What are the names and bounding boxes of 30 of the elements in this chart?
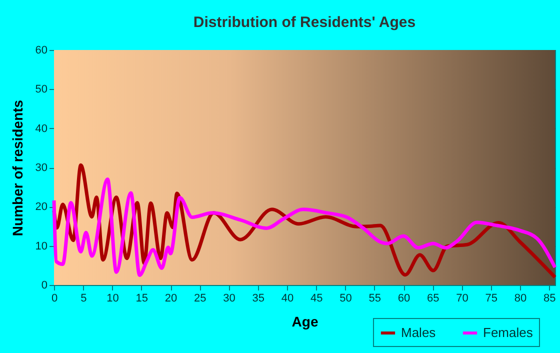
legend-label: Females [483,325,534,340]
x-tick-label: 10 [106,292,119,304]
x-tick-label: 80 [514,292,527,304]
x-tick-label: 25 [194,292,206,304]
y-tick-label: 60 [35,44,48,56]
x-tick-label: 5 [80,292,87,304]
x-tick-label: 20 [164,292,178,304]
y-tick-label: 0 [41,280,48,292]
x-tick-label: 65 [427,292,440,304]
x-tick-label: 40 [281,292,294,304]
x-tick-label: 45 [310,292,323,304]
y-tick-label: 40 [35,122,48,135]
x-tick-label: 30 [223,292,236,304]
x-tick-label: 60 [398,292,410,304]
legend-label: Males [401,325,436,340]
x-axis-title: Age [292,314,318,330]
x-tick-label: 55 [368,292,382,304]
x-tick-label: 70 [456,292,468,304]
chart-title: Distribution of Residents' Ages [193,14,416,31]
y-axis-title: Number of residents [9,100,26,236]
x-tick-label: 75 [485,292,498,304]
x-tick-label: 35 [252,292,265,304]
y-tick-label: 20 [35,201,48,214]
x-tick-label: 50 [340,292,352,304]
x-tick-label: 0 [51,292,58,304]
y-tick-label: 10 [35,240,48,252]
y-tick-label: 50 [35,84,48,96]
x-tick-label: 85 [544,292,556,304]
y-tick-label: 30 [35,162,48,174]
x-tick-label: 15 [136,292,148,304]
